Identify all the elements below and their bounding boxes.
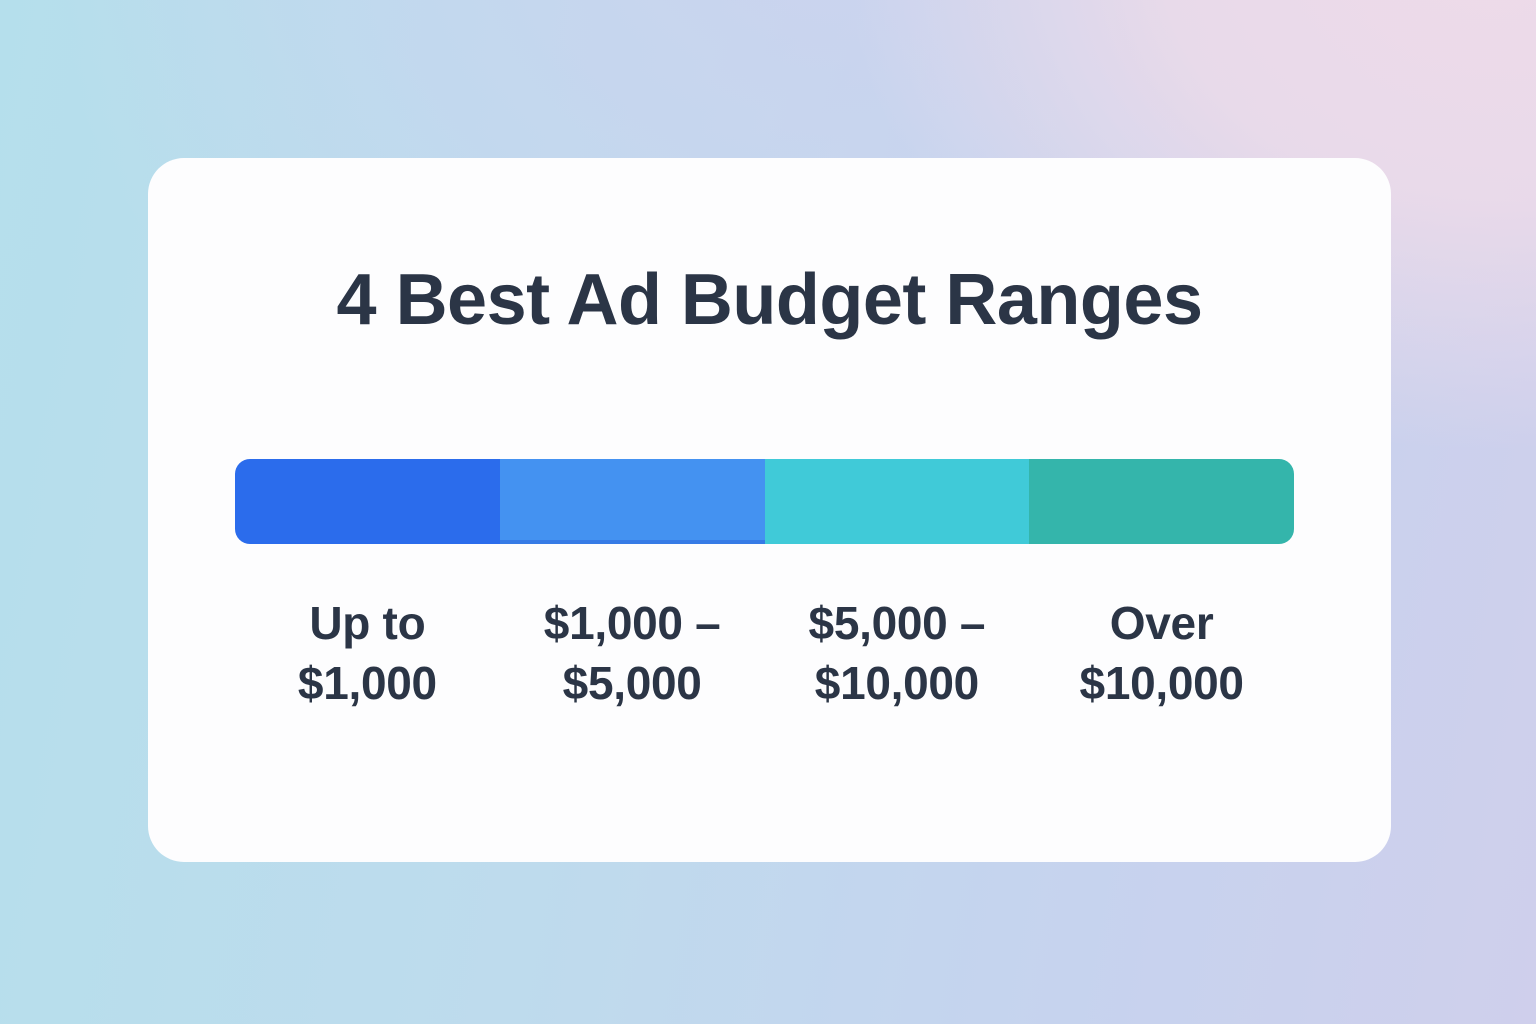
segment-label-line1: Up to [309, 597, 426, 649]
segment-label-line2: $10,000 [814, 657, 979, 709]
bar-segment-up-to-1000 [235, 459, 500, 544]
segment-labels-row: Up to $1,000 $1,000 – $5,000 $5,000 – $1… [235, 593, 1294, 713]
infographic-card: 4 Best Ad Budget Ranges Up to $1,000 $1,… [148, 158, 1391, 862]
chart-title: 4 Best Ad Budget Ranges [336, 260, 1203, 340]
segment-label-line1: $5,000 – [808, 597, 986, 649]
segment-label-over-10000: Over $10,000 [1029, 593, 1294, 713]
segment-label-line2: $1,000 [297, 657, 437, 709]
segment-label-up-to-1000: Up to $1,000 [235, 593, 500, 713]
bar-segment-1000-5000 [499, 459, 765, 544]
bar-segment-5000-10000 [764, 459, 1030, 544]
segment-label-5000-10000: $5,000 – $10,000 [765, 593, 1030, 713]
bar-segment-over-10000 [1029, 459, 1294, 544]
segment-label-line2: $5,000 [562, 657, 702, 709]
segment-label-1000-5000: $1,000 – $5,000 [500, 593, 765, 713]
segmented-bar [235, 459, 1294, 544]
segment-label-line1: $1,000 – [543, 597, 721, 649]
segment-label-line2: $10,000 [1079, 657, 1244, 709]
segment-label-line1: Over [1109, 597, 1214, 649]
